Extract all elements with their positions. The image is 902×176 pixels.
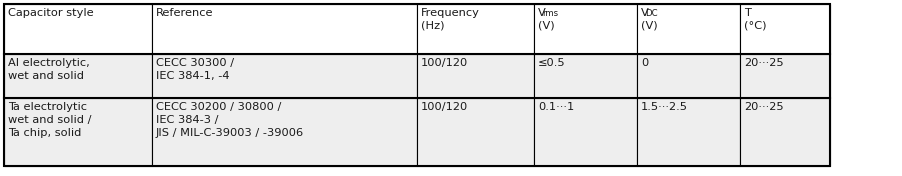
Text: Frequency
(Hz): Frequency (Hz) [421,8,480,31]
Text: Capacitor style: Capacitor style [8,8,94,18]
Bar [4,4,152,54]
Text: (V): (V) [641,20,658,30]
Text: T
(°C): T (°C) [744,8,767,31]
Text: rms: rms [542,10,558,18]
Bar [417,4,534,54]
Bar [740,4,830,54]
Bar [417,54,534,98]
Text: Al electrolytic,
wet and solid: Al electrolytic, wet and solid [8,58,90,81]
Text: 100/120: 100/120 [421,102,468,112]
Bar [152,98,417,166]
Text: 20···25: 20···25 [744,102,784,112]
Text: 1.5···2.5: 1.5···2.5 [641,102,688,112]
Text: CECC 30300 /
IEC 384-1, -4: CECC 30300 / IEC 384-1, -4 [156,58,235,81]
Text: DC: DC [646,10,658,18]
Bar [637,54,740,98]
Text: CECC 30200 / 30800 /
IEC 384-3 /
JIS / MIL-C-39003 / -39006: CECC 30200 / 30800 / IEC 384-3 / JIS / M… [156,102,304,138]
Bar [637,4,740,54]
Bar [534,98,637,166]
Text: V: V [538,8,546,18]
Bar [152,4,417,54]
Bar [417,98,534,166]
Bar [534,54,637,98]
Text: 0.1···1: 0.1···1 [538,102,575,112]
Bar [4,54,152,98]
Text: V: V [641,8,649,18]
Text: 20···25: 20···25 [744,58,784,68]
Bar [4,98,152,166]
Bar [740,54,830,98]
Text: Ta electrolytic
wet and solid /
Ta chip, solid: Ta electrolytic wet and solid / Ta chip,… [8,102,91,138]
Text: (V): (V) [538,20,555,30]
Text: 100/120: 100/120 [421,58,468,68]
Bar [152,54,417,98]
Text: Reference: Reference [156,8,214,18]
Text: ≤0.5: ≤0.5 [538,58,566,68]
Bar [740,98,830,166]
Bar [637,98,740,166]
Text: 0: 0 [641,58,649,68]
Bar [534,4,637,54]
